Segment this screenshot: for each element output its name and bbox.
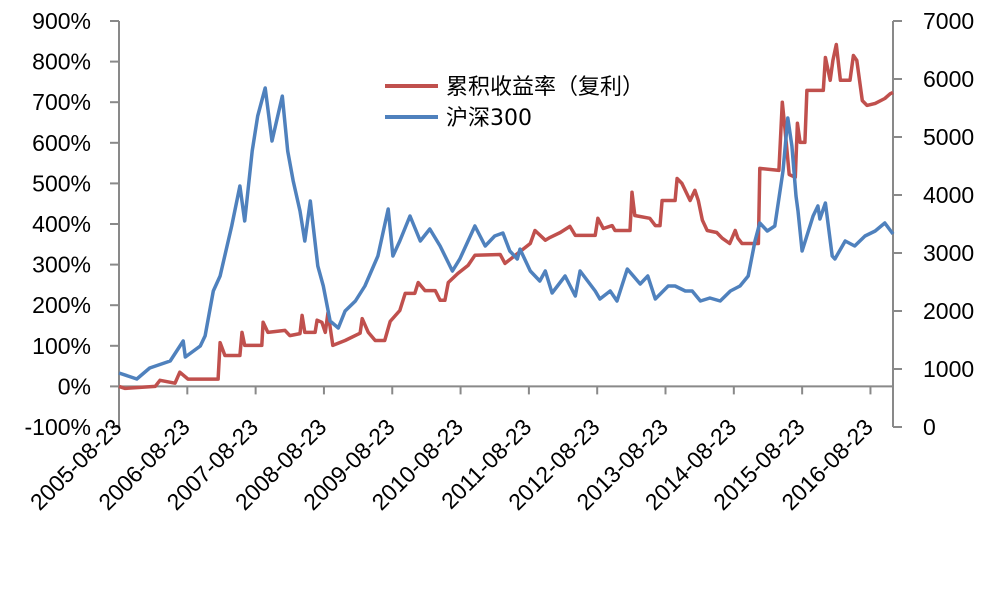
left-y-tick-label: -100% bbox=[25, 414, 91, 440]
csi300-points bbox=[118, 87, 894, 380]
left-y-tick-label: 400% bbox=[32, 211, 91, 237]
left-y-tick-label: 300% bbox=[32, 252, 91, 278]
left-y-tick-label: 100% bbox=[32, 333, 91, 359]
right-y-tick-label: 4000 bbox=[923, 182, 974, 208]
left-y-tick-label: 500% bbox=[32, 170, 91, 196]
right-y-tick-label: 1000 bbox=[923, 356, 974, 382]
legend-label-cumulative-return: 累积收益率（复利） bbox=[446, 75, 644, 100]
right-y-tick-label: 6000 bbox=[923, 66, 974, 92]
legend: 累积收益率（复利） 沪深300 bbox=[385, 75, 644, 131]
series-lines bbox=[118, 42, 895, 391]
left-y-tick-label: 900% bbox=[32, 8, 91, 34]
cumulative-return-points bbox=[118, 44, 894, 389]
right-y-tick-label: 2000 bbox=[923, 298, 974, 324]
left-y-tick-label: 800% bbox=[32, 49, 91, 75]
series-line-csi300 bbox=[118, 86, 895, 381]
left-y-tick-label: 600% bbox=[32, 130, 91, 156]
left-y-tick-label: 200% bbox=[32, 292, 91, 318]
left-y-tick-label: 0% bbox=[58, 373, 91, 399]
right-y-tick-label: 0 bbox=[923, 414, 936, 440]
right-y-tick-label: 3000 bbox=[923, 240, 974, 266]
legend-label-csi300: 沪深300 bbox=[446, 106, 532, 131]
left-y-tick-label: 700% bbox=[32, 89, 91, 115]
right-y-tick-label: 5000 bbox=[923, 124, 974, 150]
right-y-tick-label: 7000 bbox=[923, 8, 974, 34]
